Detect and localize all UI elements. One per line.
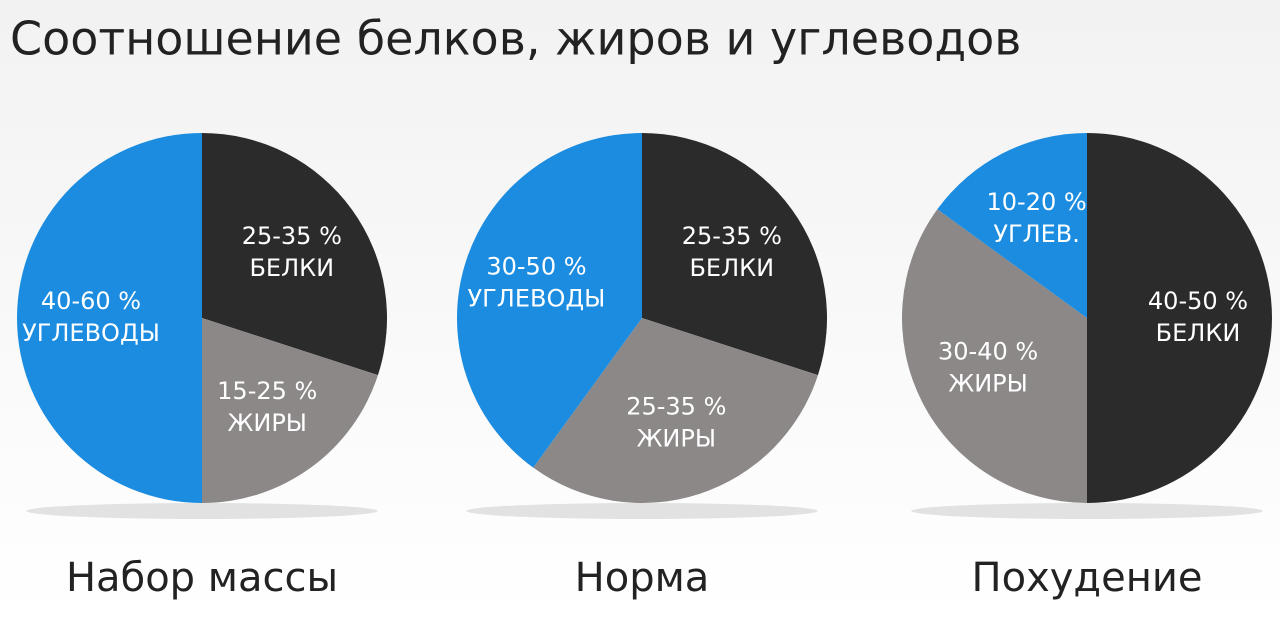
slice-category-label: БЕЛКИ xyxy=(1156,319,1241,347)
pie-slice xyxy=(533,318,818,504)
slice-category-label: УГЛЕВОДЫ xyxy=(468,285,606,313)
pie-shadow xyxy=(26,503,378,519)
slice-category-label: УГЛЕВОДЫ xyxy=(22,319,160,347)
slice-value-label: 30-50 % xyxy=(486,253,586,281)
pie-caption: Норма xyxy=(575,555,710,601)
slice-value-label: 10-20 % xyxy=(987,188,1087,216)
pie-shadow xyxy=(466,503,818,519)
slice-value-label: 40-60 % xyxy=(41,287,141,315)
pie-slice xyxy=(456,133,642,468)
pie-shadow xyxy=(911,503,1263,519)
slice-category-label: ЖИРЫ xyxy=(637,425,716,453)
slice-value-label: 30-40 % xyxy=(938,337,1038,365)
slice-category-label: ЖИРЫ xyxy=(228,409,307,437)
slice-value-label: 25-35 % xyxy=(626,393,726,421)
slice-category-label: БЕЛКИ xyxy=(689,254,774,282)
slice-category-label: УГЛЕВ. xyxy=(993,220,1080,248)
pie-slice xyxy=(937,133,1087,318)
slice-value-label: 15-25 % xyxy=(217,377,317,405)
slice-value-label: 25-35 % xyxy=(682,222,782,250)
slice-category-label: ЖИРЫ xyxy=(948,369,1027,397)
pie-slice xyxy=(1087,133,1272,503)
slice-category-label: БЕЛКИ xyxy=(249,254,334,282)
pie-slice xyxy=(202,318,378,503)
pie-caption: Набор массы xyxy=(66,555,338,601)
pie-slice xyxy=(642,133,827,376)
pie-slice xyxy=(902,209,1087,503)
slice-value-label: 25-35 % xyxy=(242,222,342,250)
chart-title: Соотношение белков, жиров и углеводов xyxy=(10,12,1021,66)
slice-value-label: 40-50 % xyxy=(1148,287,1248,315)
pie-slice xyxy=(202,133,388,376)
pie-caption: Похудение xyxy=(972,555,1203,601)
pie-slice xyxy=(17,133,202,503)
